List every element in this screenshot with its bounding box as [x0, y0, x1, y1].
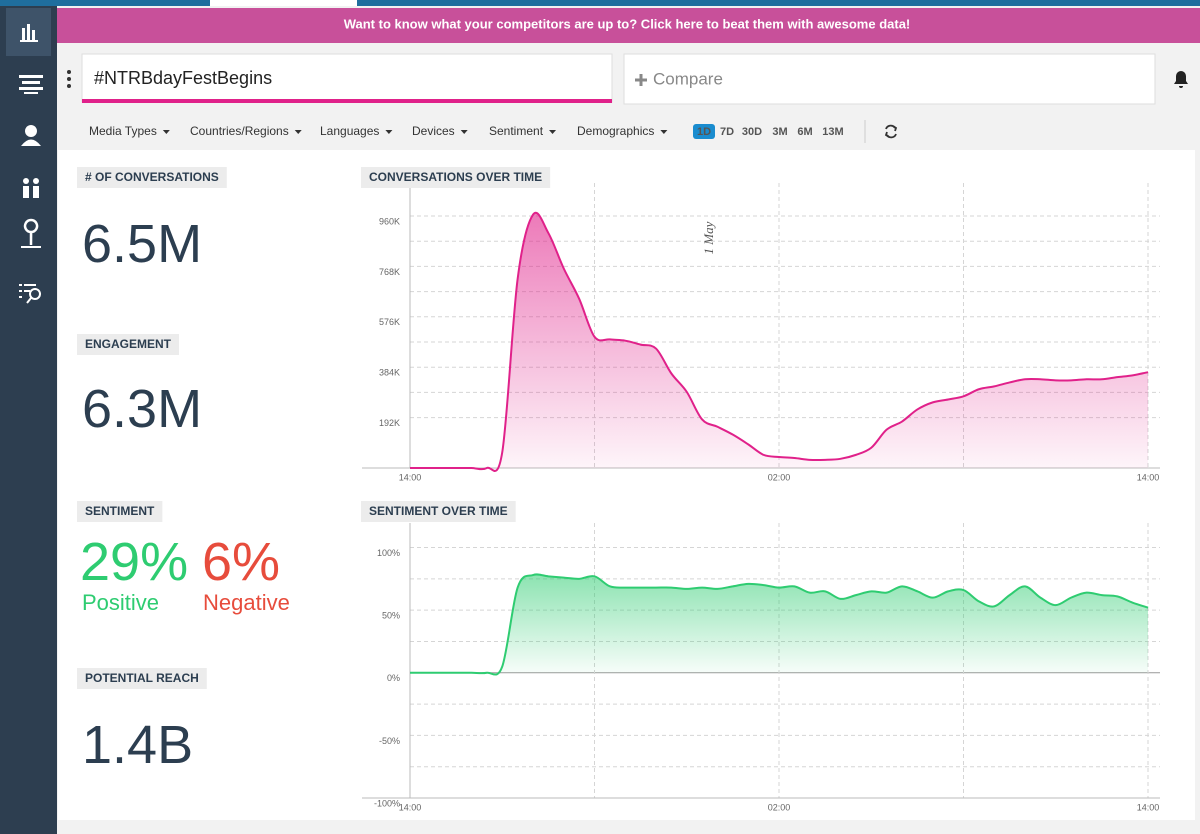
section-label-bg [361, 167, 551, 188]
filter-dropdown[interactable]: Languages [320, 124, 379, 138]
compare-plus [635, 74, 647, 86]
metric-value: 6.3M [82, 379, 202, 439]
compare-text[interactable]: Compare [653, 69, 723, 88]
area-fill [410, 212, 1148, 471]
filter-dropdown[interactable]: Media Types [89, 124, 157, 138]
x-tick-label: 02:00 [768, 472, 791, 482]
banner-text[interactable]: Want to know what your competitors are u… [344, 16, 911, 31]
main-panel [58, 150, 1195, 820]
x-tick-label: 02:00 [768, 802, 791, 812]
search-box[interactable] [81, 53, 613, 103]
area-fill [410, 574, 1148, 675]
section-label: # OF CONVERSATIONS [85, 170, 219, 184]
x-tick-label: 14:00 [1137, 472, 1160, 482]
y-tick-label: 768K [379, 267, 400, 277]
time-range[interactable]: 13M [822, 126, 843, 138]
bell-icon[interactable] [1174, 71, 1188, 88]
y-tick-label: 0% [387, 673, 400, 683]
time-range[interactable]: 3M [772, 126, 787, 138]
search-underline [82, 99, 612, 103]
filter-dropdown[interactable]: Sentiment [489, 124, 544, 138]
line-series [410, 573, 1149, 676]
time-range[interactable]: 6M [797, 126, 812, 138]
dropdown-caret [549, 130, 557, 134]
section-label: SENTIMENT OVER TIME [369, 504, 508, 518]
section-label-bg [77, 501, 163, 522]
y-tick-label: -50% [379, 736, 400, 746]
dropdown-caret [162, 130, 170, 134]
y-tick-label: 960K [379, 216, 400, 226]
y-tick-label: 100% [377, 548, 400, 558]
line-series [410, 211, 1149, 472]
section-label-bg [77, 668, 207, 689]
metric-value: 1.4B [82, 715, 193, 775]
dropdown-caret [294, 130, 302, 134]
filter-dropdown[interactable]: Countries/Regions [190, 124, 289, 138]
metric-value: 6.5M [82, 214, 202, 274]
dropdown-caret [660, 130, 668, 134]
y-tick-label: 50% [382, 611, 400, 621]
y-tick-label: -100% [374, 798, 400, 808]
compare-box[interactable] [623, 53, 1156, 105]
refresh-icon[interactable] [884, 124, 898, 139]
section-label-bg [77, 334, 180, 355]
menu-dots[interactable] [67, 70, 71, 88]
negative-label: Negative [203, 590, 290, 615]
filter-dropdown[interactable]: Demographics [577, 124, 654, 138]
section-label-bg [77, 167, 227, 188]
y-tick-label: 192K [379, 418, 400, 428]
section-label-bg [361, 501, 516, 522]
y-tick-label: 576K [379, 317, 400, 327]
positive-value: 29% [80, 532, 188, 592]
dropdown-caret [460, 130, 468, 134]
sidebar-icons[interactable] [19, 24, 43, 304]
dropdown-caret [385, 130, 393, 134]
filter-dropdown[interactable]: Devices [412, 124, 455, 138]
y-tick-label: 384K [379, 368, 400, 378]
time-range-active [693, 124, 715, 139]
banner[interactable] [57, 8, 1200, 43]
section-label: SENTIMENT [85, 504, 155, 518]
x-tick-label: 14:00 [399, 472, 422, 482]
section-label: POTENTIAL REACH [85, 671, 199, 685]
section-label: ENGAGEMENT [85, 337, 172, 351]
search-query[interactable]: #NTRBdayFestBegins [94, 68, 272, 88]
time-range[interactable]: 1D [697, 126, 711, 138]
top-strip [0, 0, 1200, 6]
annotation: 1 May [701, 221, 716, 254]
positive-label: Positive [82, 590, 159, 615]
section-label: CONVERSATIONS OVER TIME [369, 170, 542, 184]
negative-value: 6% [202, 532, 280, 592]
x-tick-label: 14:00 [1137, 802, 1160, 812]
x-tick-label: 14:00 [399, 802, 422, 812]
time-range[interactable]: 30D [742, 126, 762, 138]
top-strip-tab [210, 0, 357, 6]
time-range[interactable]: 7D [720, 126, 734, 138]
